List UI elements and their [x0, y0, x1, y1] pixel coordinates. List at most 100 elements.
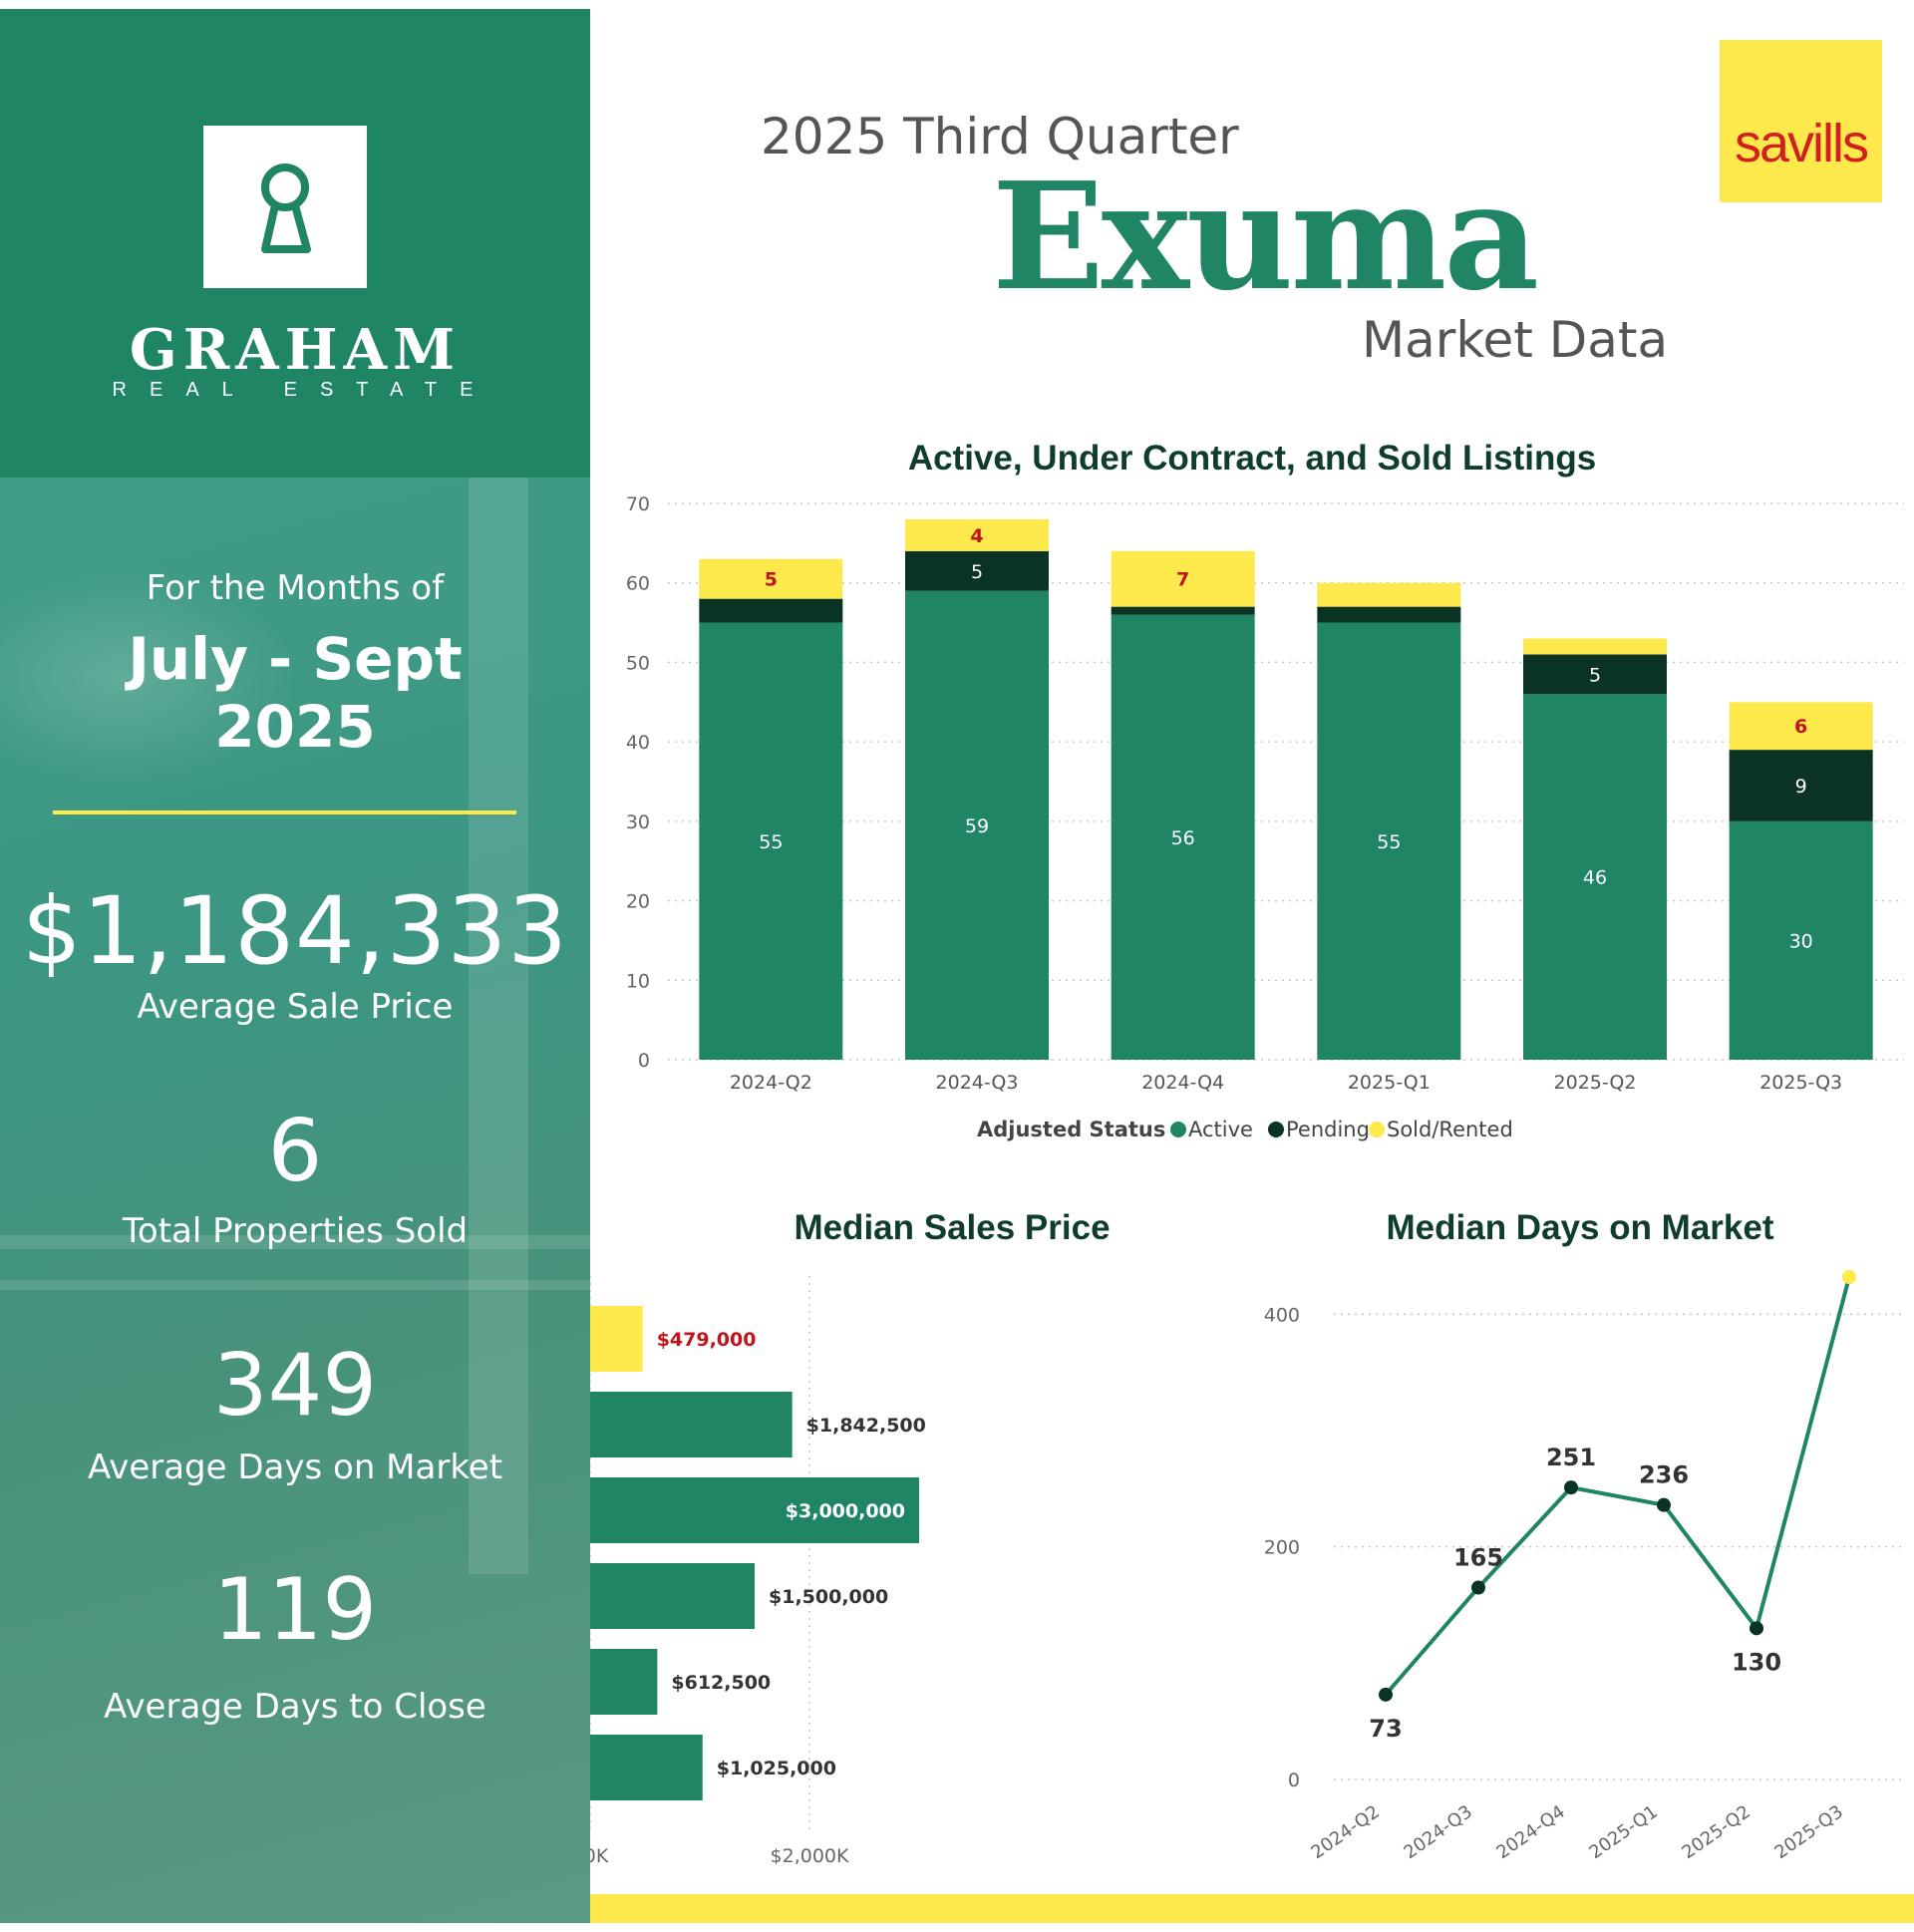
bar-sold-rented	[1111, 550, 1255, 607]
x-tick-label: 2025-Q2	[1554, 1072, 1637, 1094]
bar-active	[699, 622, 843, 1060]
bar-active	[1523, 694, 1667, 1060]
period-value-line1: July - Sept	[128, 625, 463, 693]
data-point-label: 236	[1639, 1461, 1689, 1489]
bar-data-label: $3,000,000	[786, 1500, 905, 1522]
bar-active	[1317, 622, 1461, 1060]
y-tick-label: 20	[626, 891, 650, 913]
listings-stacked-bar-chart: 0102030405060705552024-Q259542024-Q35672…	[626, 493, 1904, 1141]
y-tick-label: 50	[626, 652, 650, 674]
y-tick-label: 0	[1288, 1770, 1300, 1791]
bar	[590, 1392, 793, 1457]
bar-data-label: $1,500,000	[769, 1586, 888, 1608]
x-tick-label: 2025-Q1	[1348, 1072, 1431, 1094]
bar-sold-rented	[1729, 702, 1873, 751]
x-tick-label: 2024-Q4	[1141, 1072, 1224, 1094]
legend-title: Adjusted Status	[977, 1118, 1165, 1141]
bar-data-label: 5	[971, 561, 983, 583]
median-price-bar-chart: $0K$2,000K2025-Q3$479,0002025-Q2$1,842,5…	[590, 1276, 926, 1864]
y-tick-label: 70	[626, 493, 650, 515]
stats-panel-photo-background	[0, 478, 590, 1923]
median-dom-chart-title: Median Days on Market	[1386, 1208, 1774, 1247]
bar-data-label: $612,500	[671, 1672, 771, 1694]
avg-dom-value: 349	[212, 1336, 378, 1436]
bar-data-label: 56	[1171, 827, 1195, 849]
brand-name: GRAHAM	[129, 317, 462, 383]
bar	[590, 1477, 919, 1543]
bar-data-label: 5	[1589, 664, 1601, 686]
bar-pending	[699, 598, 843, 623]
bar-data-label: 55	[1377, 831, 1401, 853]
bar-active	[1729, 820, 1873, 1060]
savills-logo: savills	[1720, 40, 1882, 202]
y-tick-label: 10	[626, 970, 650, 992]
period-label: For the Months of	[146, 568, 445, 608]
x-tick-label: 2025-Q3	[1759, 1072, 1842, 1094]
bar-data-label: 7	[1176, 569, 1189, 591]
bar-sold-rented	[905, 518, 1049, 551]
y-tick-label: 200	[1264, 1537, 1300, 1559]
median-dom-line-chart: 0 200 400 73 2024-Q2 165 2024-Q3 251 2024-Q4 236 2…	[1264, 1256, 1906, 1863]
y-tick-label: 40	[626, 732, 650, 754]
keyhole-icon	[261, 163, 311, 253]
bar-pending	[1111, 606, 1255, 615]
legend-item-label: Active	[1188, 1118, 1253, 1141]
bar-data-label: $479,000	[657, 1329, 757, 1351]
bar-pending	[1523, 654, 1667, 695]
x-tick-label: 2024-Q3	[1400, 1801, 1475, 1863]
data-point	[1842, 1270, 1856, 1284]
report-subtitle: Market Data	[1362, 311, 1669, 369]
bar	[590, 1735, 703, 1800]
x-tick-label: 2024-Q3	[936, 1072, 1019, 1094]
bar-data-label: 5	[765, 569, 778, 591]
legend-swatch	[1268, 1122, 1284, 1137]
data-point-label: 432	[1824, 1256, 1874, 1261]
series-line	[1384, 1276, 1851, 1697]
total-sold-value: 6	[267, 1102, 323, 1201]
footer-accent-bar	[590, 1894, 1914, 1923]
avg-dtc-value: 119	[212, 1560, 378, 1660]
bar-data-label: 55	[759, 831, 783, 853]
bar-data-label: $1,842,500	[806, 1415, 926, 1437]
bar-sold-rented	[699, 558, 843, 599]
bar-pending	[1729, 750, 1873, 821]
bar-pending	[1317, 606, 1461, 623]
data-point	[1379, 1687, 1393, 1702]
legend-item-label: Pending	[1286, 1118, 1370, 1141]
y-tick-label: 0	[638, 1050, 650, 1072]
data-point	[1750, 1621, 1763, 1636]
savills-logo-text: savills	[1734, 114, 1869, 173]
bar-pending	[905, 550, 1049, 591]
balcony-rail-decoration	[0, 1280, 590, 1290]
bar-data-label: 59	[965, 815, 989, 837]
bar-data-label: 30	[1789, 930, 1813, 952]
avg-sale-price-label: Average Sale Price	[137, 987, 454, 1027]
data-point	[1471, 1580, 1485, 1595]
period-value-line2: 2025	[214, 693, 376, 761]
bar-data-label: $1,025,000	[717, 1758, 836, 1779]
column-decoration	[469, 478, 528, 1574]
avg-dtc-label: Average Days to Close	[104, 1687, 486, 1727]
divider	[53, 810, 516, 814]
bar-active	[1111, 614, 1255, 1060]
bar	[590, 1649, 658, 1715]
legend-swatch	[1369, 1122, 1385, 1137]
legend-item-label: Sold/Rented	[1387, 1118, 1513, 1141]
data-point-label: 130	[1732, 1648, 1781, 1676]
bar-active	[905, 590, 1049, 1060]
x-tick-label: 2024-Q4	[1492, 1801, 1568, 1863]
data-point	[1657, 1497, 1671, 1512]
bar-data-label: 9	[1795, 776, 1807, 798]
y-tick-label: 30	[626, 811, 650, 833]
graham-logo	[203, 126, 367, 288]
total-sold-label: Total Properties Sold	[122, 1211, 469, 1251]
legend-swatch	[1170, 1122, 1186, 1137]
bar-data-label: 6	[1794, 716, 1807, 738]
x-tick-label: 2024-Q2	[1307, 1801, 1383, 1863]
data-point-label: 165	[1453, 1544, 1503, 1572]
balcony-rail-decoration	[0, 1235, 590, 1249]
avg-sale-price-value: $1,184,333	[21, 877, 569, 986]
listings-chart-title: Active, Under Contract, and Sold Listing…	[907, 439, 1597, 478]
y-tick-label: 400	[1264, 1304, 1300, 1326]
bar-sold-rented	[1317, 582, 1461, 607]
